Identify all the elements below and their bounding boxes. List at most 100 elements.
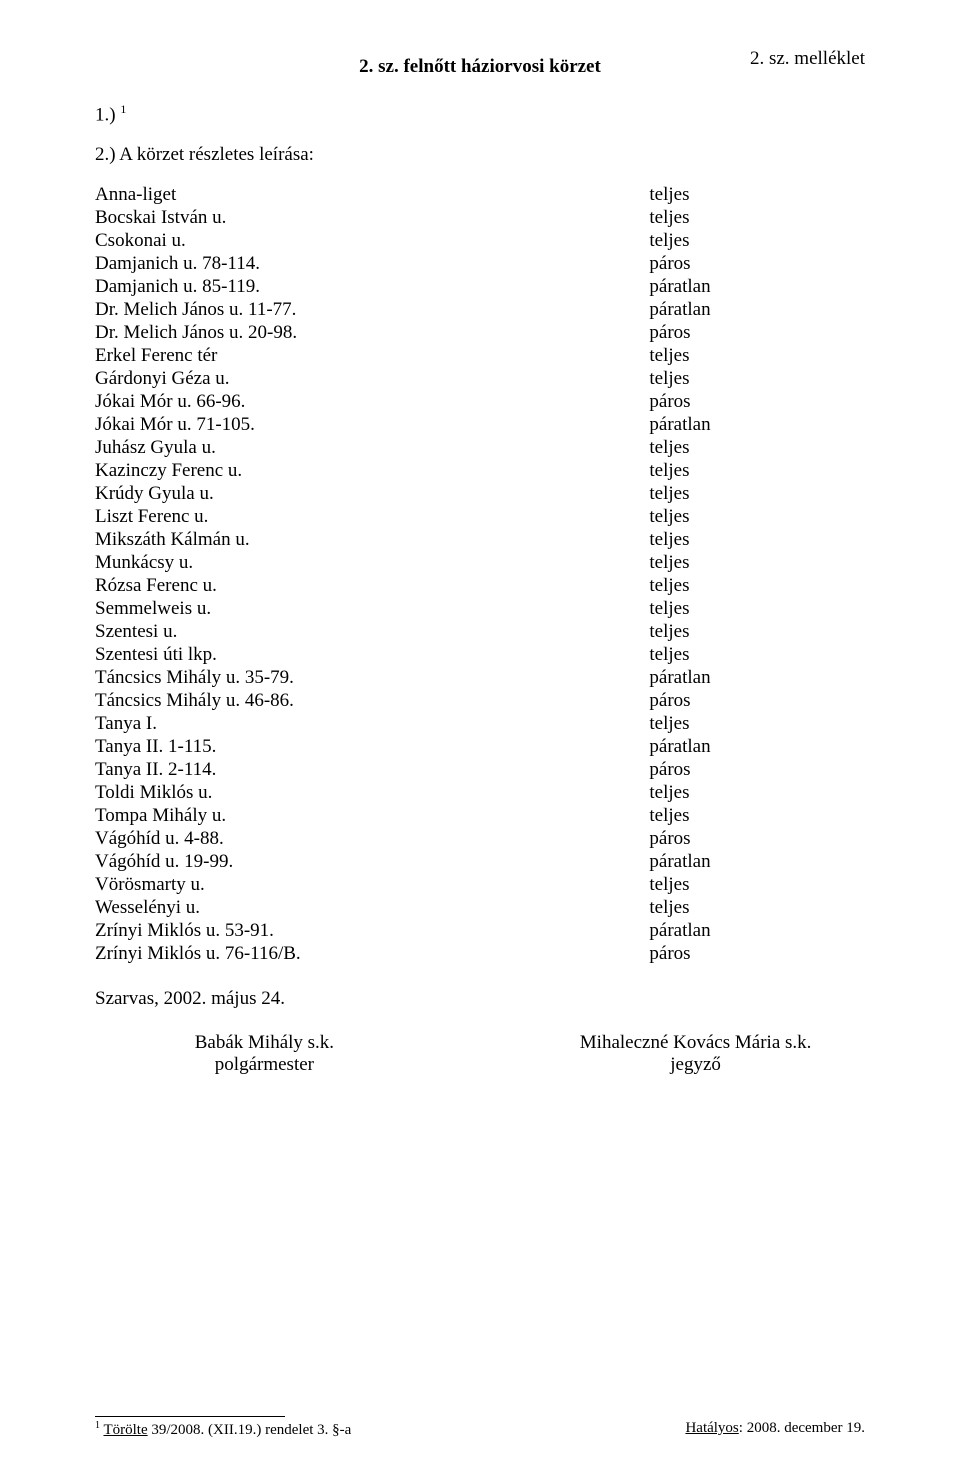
street-type: teljes [649, 460, 865, 483]
street-type: páratlan [649, 851, 865, 874]
table-row: Jókai Mór u. 71-105.páratlan [95, 414, 865, 437]
street-name: Dr. Melich János u. 11-77. [95, 299, 649, 322]
street-type: páros [649, 391, 865, 414]
street-type: páratlan [649, 276, 865, 299]
street-name: Anna-liget [95, 184, 649, 207]
table-row: Damjanich u. 78-114.páros [95, 253, 865, 276]
street-name: Vágóhíd u. 4-88. [95, 828, 649, 851]
street-type: teljes [649, 575, 865, 598]
document-page: 2. sz. melléklet 2. sz. felnőtt háziorvo… [0, 0, 960, 1479]
signatory-right-name: Mihaleczné Kovács Mária s.k. [526, 1032, 865, 1054]
street-type: teljes [649, 805, 865, 828]
table-row: Wesselényi u.teljes [95, 897, 865, 920]
table-row: Jókai Mór u. 66-96.páros [95, 391, 865, 414]
street-type: teljes [649, 483, 865, 506]
street-name: Mikszáth Kálmán u. [95, 529, 649, 552]
street-name: Szentesi u. [95, 621, 649, 644]
street-type: páratlan [649, 736, 865, 759]
street-type: páros [649, 253, 865, 276]
table-row: Táncsics Mihály u. 46-86.páros [95, 690, 865, 713]
street-name: Csokonai u. [95, 230, 649, 253]
street-name: Liszt Ferenc u. [95, 506, 649, 529]
street-name: Dr. Melich János u. 20-98. [95, 322, 649, 345]
table-row: Krúdy Gyula u.teljes [95, 483, 865, 506]
annex-label: 2. sz. melléklet [750, 48, 865, 70]
table-row: Bocskai István u.teljes [95, 207, 865, 230]
table-row: Kazinczy Ferenc u.teljes [95, 460, 865, 483]
street-name: Semmelweis u. [95, 598, 649, 621]
street-name: Bocskai István u. [95, 207, 649, 230]
table-row: Tanya II. 2-114.páros [95, 759, 865, 782]
table-row: Zrínyi Miklós u. 76-116/B.páros [95, 943, 865, 966]
table-row: Rózsa Ferenc u.teljes [95, 575, 865, 598]
street-name: Táncsics Mihály u. 35-79. [95, 667, 649, 690]
street-name: Krúdy Gyula u. [95, 483, 649, 506]
table-row: Vágóhíd u. 19-99.páratlan [95, 851, 865, 874]
table-row: Damjanich u. 85-119.páratlan [95, 276, 865, 299]
table-row: Dr. Melich János u. 11-77.páratlan [95, 299, 865, 322]
street-type: teljes [649, 874, 865, 897]
street-name: Szentesi úti lkp. [95, 644, 649, 667]
table-row: Semmelweis u.teljes [95, 598, 865, 621]
street-name: Vörösmarty u. [95, 874, 649, 897]
table-row: Zrínyi Miklós u. 53-91.páratlan [95, 920, 865, 943]
footnote-effective-date: : 2008. december 19. [739, 1420, 865, 1436]
street-type: páros [649, 943, 865, 966]
table-row: Erkel Ferenc térteljes [95, 345, 865, 368]
table-row: Toldi Miklós u.teljes [95, 782, 865, 805]
street-type: páros [649, 828, 865, 851]
street-name: Rózsa Ferenc u. [95, 575, 649, 598]
table-row: Szentesi u.teljes [95, 621, 865, 644]
table-row: Tanya II. 1-115.páratlan [95, 736, 865, 759]
street-name: Táncsics Mihály u. 46-86. [95, 690, 649, 713]
section-2-label: 2.) A körzet részletes leírása: [95, 144, 865, 166]
street-type: páratlan [649, 920, 865, 943]
street-type: teljes [649, 368, 865, 391]
street-name: Tanya II. 2-114. [95, 759, 649, 782]
footnote-reference: 39/2008. (XII.19.) rendelet 3. §-a [148, 1422, 352, 1438]
street-name: Kazinczy Ferenc u. [95, 460, 649, 483]
signatory-left-role: polgármester [95, 1054, 434, 1076]
street-name: Juhász Gyula u. [95, 437, 649, 460]
document-date: Szarvas, 2002. május 24. [95, 988, 865, 1010]
street-name: Erkel Ferenc tér [95, 345, 649, 368]
street-name: Munkácsy u. [95, 552, 649, 575]
table-row: Tompa Mihály u.teljes [95, 805, 865, 828]
street-type: teljes [649, 230, 865, 253]
table-row: Juhász Gyula u.teljes [95, 437, 865, 460]
street-type: teljes [649, 207, 865, 230]
table-row: Vágóhíd u. 4-88.páros [95, 828, 865, 851]
street-type: teljes [649, 345, 865, 368]
section-1-label: 1.) [95, 104, 116, 125]
street-type: teljes [649, 621, 865, 644]
footnote-separator [95, 1416, 285, 1417]
table-row: Liszt Ferenc u.teljes [95, 506, 865, 529]
street-type: teljes [649, 713, 865, 736]
street-name: Tanya II. 1-115. [95, 736, 649, 759]
table-row: Mikszáth Kálmán u.teljes [95, 529, 865, 552]
street-type: teljes [649, 552, 865, 575]
street-name: Damjanich u. 85-119. [95, 276, 649, 299]
street-name: Tanya I. [95, 713, 649, 736]
footnote: 1 Törölte 39/2008. (XII.19.) rendelet 3.… [95, 1420, 865, 1439]
signatory-right-role: jegyző [526, 1054, 865, 1076]
street-type: teljes [649, 782, 865, 805]
street-type: teljes [649, 644, 865, 667]
signatories-block: Babák Mihály s.k. polgármester Mihaleczn… [95, 1032, 865, 1076]
street-type: páros [649, 690, 865, 713]
section-1: 1.) 1 [95, 102, 865, 126]
street-type: páratlan [649, 414, 865, 437]
table-row: Munkácsy u.teljes [95, 552, 865, 575]
street-type: páros [649, 322, 865, 345]
street-name: Vágóhíd u. 19-99. [95, 851, 649, 874]
footnote-deleted-label: Törölte [103, 1422, 147, 1438]
table-row: Anna-ligetteljes [95, 184, 865, 207]
street-type: páros [649, 759, 865, 782]
footnote-effective-label: Hatályos [685, 1420, 738, 1436]
street-name: Wesselényi u. [95, 897, 649, 920]
street-type: teljes [649, 184, 865, 207]
street-name: Jókai Mór u. 71-105. [95, 414, 649, 437]
table-row: Dr. Melich János u. 20-98.páros [95, 322, 865, 345]
street-type: teljes [649, 437, 865, 460]
table-row: Tanya I.teljes [95, 713, 865, 736]
